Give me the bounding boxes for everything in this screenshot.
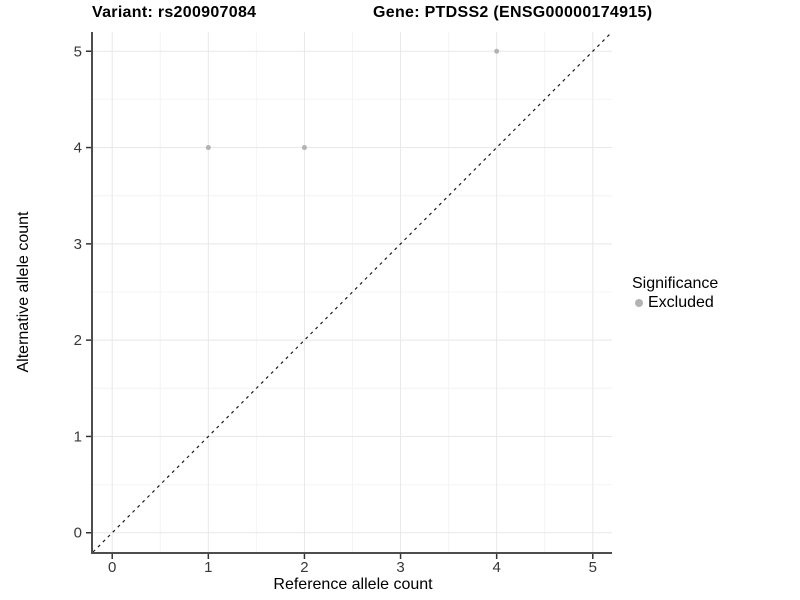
legend: Significance Excluded	[632, 274, 718, 312]
plot-title-gene: Gene: PTDSS2 (ENSG00000174915)	[373, 4, 653, 21]
legend-title: Significance	[632, 275, 719, 292]
y-tick-label: 1	[74, 428, 82, 445]
data-point	[494, 48, 500, 54]
legend-item-excluded: Excluded	[632, 293, 718, 312]
y-tick-label: 5	[74, 43, 82, 60]
x-tick-label: 2	[300, 559, 308, 576]
legend-point-icon	[635, 298, 643, 307]
y-tick-label: 0	[74, 525, 82, 542]
data-point	[205, 145, 211, 151]
x-tick-label: 1	[204, 559, 212, 576]
x-tick-label: 4	[492, 559, 500, 576]
y-axis-label: Alternative allele count	[15, 211, 32, 373]
y-tick-label: 4	[74, 140, 82, 157]
plot-title-variant: Variant: rs200907084	[92, 4, 257, 21]
legend-item-label: Excluded	[648, 294, 714, 311]
x-axis-label: Reference allele count	[273, 576, 433, 593]
y-tick-label: 3	[74, 236, 82, 253]
x-tick-label: 3	[396, 559, 404, 576]
y-tick-label: 2	[74, 332, 82, 349]
data-point	[301, 145, 307, 151]
x-tick-label: 0	[108, 559, 116, 576]
x-tick-label: 5	[589, 559, 597, 576]
